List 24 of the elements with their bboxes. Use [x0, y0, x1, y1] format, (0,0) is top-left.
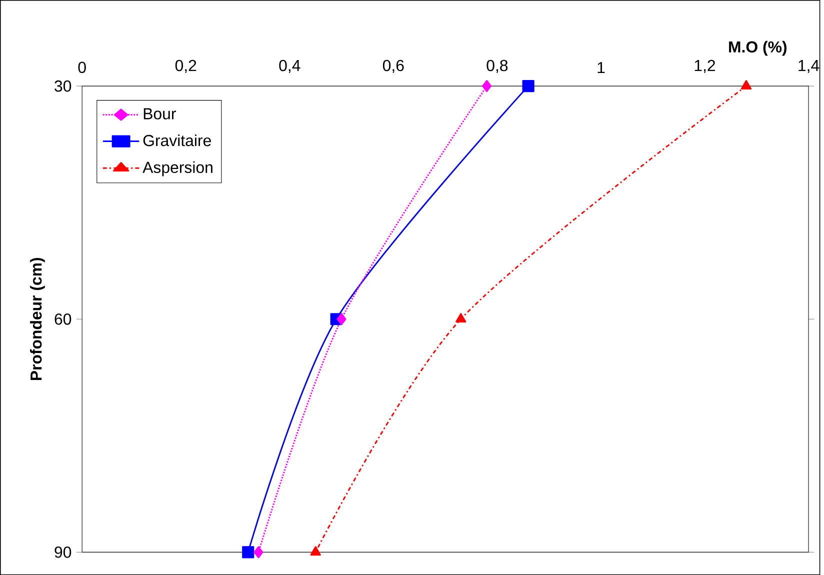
- point: [242, 546, 254, 558]
- legend-label: Aspersion: [142, 161, 212, 176]
- x-tick-label: 1,2: [694, 60, 716, 73]
- point: [456, 313, 466, 322]
- y-tick-label: 60: [54, 313, 72, 325]
- x-tick-label: 1,4: [798, 60, 820, 73]
- point: [522, 80, 534, 92]
- x-tick-label: 0,4: [279, 60, 300, 73]
- x-tick-label: 0,2: [175, 60, 196, 73]
- point: [254, 546, 264, 558]
- x-axis-title: M.O (%): [729, 40, 787, 56]
- x-tick-label: 0,6: [382, 60, 404, 73]
- legend-label: Bour: [144, 108, 176, 120]
- x-tick-label: 0: [78, 62, 86, 73]
- x-tick-label: 0,8: [486, 60, 508, 73]
- y-tick-label: 30: [54, 80, 72, 92]
- x-tick-label: 1: [598, 62, 605, 73]
- y-tick-label: 90: [54, 546, 72, 558]
- point: [336, 313, 346, 326]
- y-axis-title: Profondeur (cm): [30, 258, 45, 380]
- point: [310, 546, 321, 556]
- point: [740, 80, 752, 90]
- point: [482, 80, 492, 92]
- legend-label: Gravitaire: [143, 134, 211, 146]
